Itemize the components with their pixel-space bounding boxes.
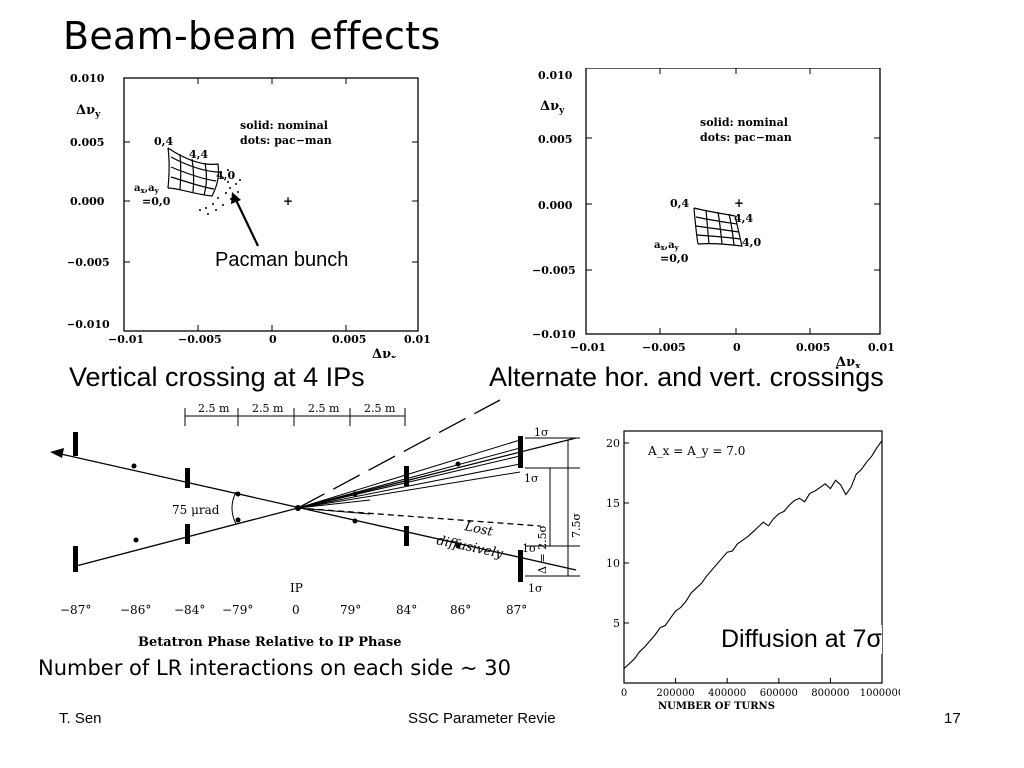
delta-label: Δ = 2.5σ (536, 524, 549, 574)
lost-label: diffusively (435, 533, 505, 562)
x-tick-label: −0.01 (108, 333, 144, 346)
y-tick-label: 0.005 (70, 136, 104, 149)
legend-dots: dots: pac−man (700, 131, 792, 144)
point-label-00: =0,0 (660, 252, 689, 265)
point-label-44: 4,4 (734, 212, 753, 225)
x-axis-label: Δνx (372, 347, 397, 358)
x-tick-label: 200000 (657, 688, 695, 699)
point-label-40: 4,0 (742, 236, 761, 249)
tune-footprint (693, 207, 743, 247)
pacman-label: Pacman bunch (215, 249, 349, 272)
y-tick-label: 0.005 (538, 133, 572, 146)
y-axis-label: Δνy (540, 99, 565, 116)
lr-interactions-text: Number of LR interactions on each side ~… (38, 656, 511, 680)
x-tick-label: 0 (269, 333, 277, 346)
x-tick-label: −0.005 (642, 341, 686, 354)
y-tick-label: 0.000 (70, 195, 105, 208)
x-tick-label: 0.005 (796, 341, 830, 354)
x-tick-label: 0 (621, 688, 627, 699)
phase-label: 87° (506, 603, 527, 617)
phase-label: −86° (120, 603, 151, 617)
x-tick-label: −0.005 (178, 333, 222, 346)
tune-footprint (167, 147, 220, 197)
point-label-00: =0,0 (142, 195, 171, 208)
spacing-label: 2.5 m (252, 402, 284, 415)
point-label-axay: ax,ay (134, 183, 160, 195)
marker-plus: + (734, 196, 744, 210)
caption-left: Vertical crossing at 4 IPs (69, 362, 365, 392)
sigma-label: 1σ (524, 472, 539, 485)
y-tick-label: −0.010 (68, 318, 110, 331)
x-tick-label: 0.005 (332, 333, 366, 346)
spacing-label: 2.5 m (198, 402, 230, 415)
y-tick-label: 10 (606, 557, 620, 570)
y-axis-label: Δνy (76, 103, 101, 120)
phase-label: 84° (396, 603, 417, 617)
page-number: 17 (944, 710, 961, 727)
diffusion-label: Diffusion at 7σ (721, 625, 882, 654)
phase-label: −84° (174, 603, 205, 617)
caption-right: Alternate hor. and vert. crossings (489, 362, 884, 392)
y-tick-label: 20 (606, 437, 620, 450)
slide-title: Beam-beam effects (63, 14, 441, 58)
point-label-04: 0,4 (154, 135, 173, 148)
x-tick-label: −0.01 (570, 341, 606, 354)
x-axis-label: Δνx (836, 355, 861, 368)
pacman-dots (199, 169, 241, 215)
marker-plus: + (283, 194, 293, 208)
tune-plot-left: 0.010 0.005 0.000 −0.005 −0.010 Δνy −0.0… (68, 68, 448, 358)
series-line (623, 440, 883, 670)
footer-author: T. Sen (59, 710, 102, 727)
y-tick-label: −0.005 (532, 264, 576, 277)
sigma-label: 1σ (534, 426, 549, 439)
x-tick-label: 600000 (760, 688, 798, 699)
x-tick-label: 0 (733, 341, 741, 354)
y-tick-label: −0.010 (532, 328, 576, 341)
magnet-markers (73, 432, 523, 582)
x-tick-label: 800000 (811, 688, 849, 699)
point-label-40: 4,0 (216, 169, 235, 182)
arrow-left-icon (50, 448, 64, 458)
legend-solid: solid: nominal (240, 119, 328, 132)
phase-axis-title: Betatron Phase Relative to IP Phase (138, 635, 402, 648)
pacman-arrow (235, 199, 259, 247)
x-tick-label: 0.01 (868, 341, 895, 354)
x-tick-label: 1000000 (860, 688, 900, 699)
x-tick-label: 0.01 (404, 333, 431, 346)
spacing-label: 2.5 m (308, 402, 340, 415)
legend-solid: solid: nominal (700, 116, 788, 129)
angle-arc (231, 491, 237, 525)
lost-label: Lost (462, 519, 495, 540)
tune-plot-right: 0.010 0.005 0.000 −0.005 −0.010 Δνy −0.0… (530, 68, 910, 368)
ip-label: IP (290, 581, 303, 595)
sigma-label: 1σ (528, 582, 543, 595)
phase-label: −87° (60, 603, 91, 617)
total-sigma-label: 7.5σ (570, 513, 583, 538)
footer-center: SSC Parameter Revie (408, 710, 556, 727)
angle-label: 75 μrad (172, 503, 220, 517)
beam-lines (51, 399, 577, 571)
y-tick-label: 0.010 (70, 72, 105, 85)
y-tick-label: 0.010 (538, 69, 573, 82)
crossing-diagram: 2.5 m 2.5 m 2.5 m 2.5 m 75 μrad Lost dif… (50, 399, 583, 648)
point-label-44: 4,4 (189, 148, 208, 161)
x-tick-label: 400000 (708, 688, 746, 699)
y-tick-label: −0.005 (68, 256, 110, 269)
sigma-label: 1σ (522, 542, 537, 555)
y-tick-label: 15 (606, 497, 620, 510)
spacing-label: 2.5 m (364, 402, 396, 415)
point-label-axay: ax,ay (654, 240, 680, 252)
chart-annotation: A_x = A_y = 7.0 (647, 444, 745, 458)
y-tick-label: 5 (613, 617, 620, 630)
x-axis-title: NUMBER OF TURNS (658, 701, 775, 712)
phase-label: 79° (340, 603, 361, 617)
y-tick-label: 0.000 (538, 199, 573, 212)
legend-dots: dots: pac−man (240, 134, 332, 147)
phase-label: −79° (222, 603, 253, 617)
phase-label: 86° (450, 603, 471, 617)
point-label-04: 0,4 (670, 197, 689, 210)
phase-label: 0 (292, 603, 300, 617)
